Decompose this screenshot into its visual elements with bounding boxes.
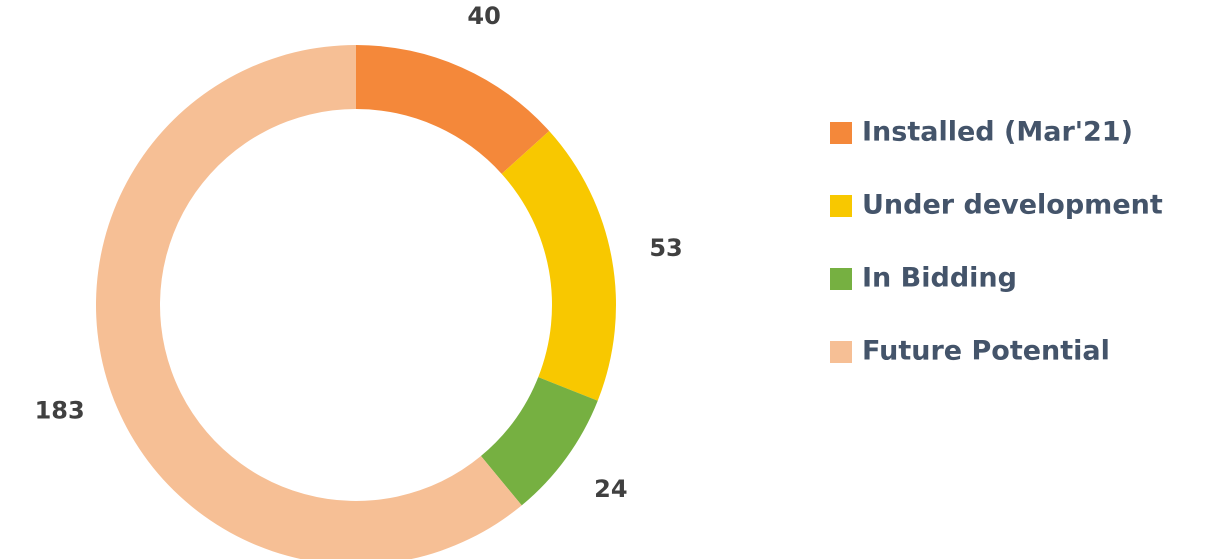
legend-label: Future Potential: [862, 336, 1110, 367]
legend-label: In Bidding: [862, 263, 1017, 294]
legend-swatch: [830, 341, 852, 363]
data-label: 40: [467, 2, 500, 30]
legend-label: Under development: [862, 190, 1163, 221]
legend-swatch: [830, 122, 852, 144]
data-label: 24: [594, 475, 627, 503]
legend-swatch: [830, 195, 852, 217]
legend-swatch: [830, 268, 852, 290]
donut-slice: [501, 131, 616, 401]
donut-slice: [356, 45, 550, 174]
data-label: 53: [649, 234, 682, 262]
donut-slice: [96, 45, 522, 559]
legend-label: Installed (Mar'21): [862, 117, 1133, 148]
data-label: 183: [35, 397, 85, 425]
donut-slice: [480, 377, 598, 506]
